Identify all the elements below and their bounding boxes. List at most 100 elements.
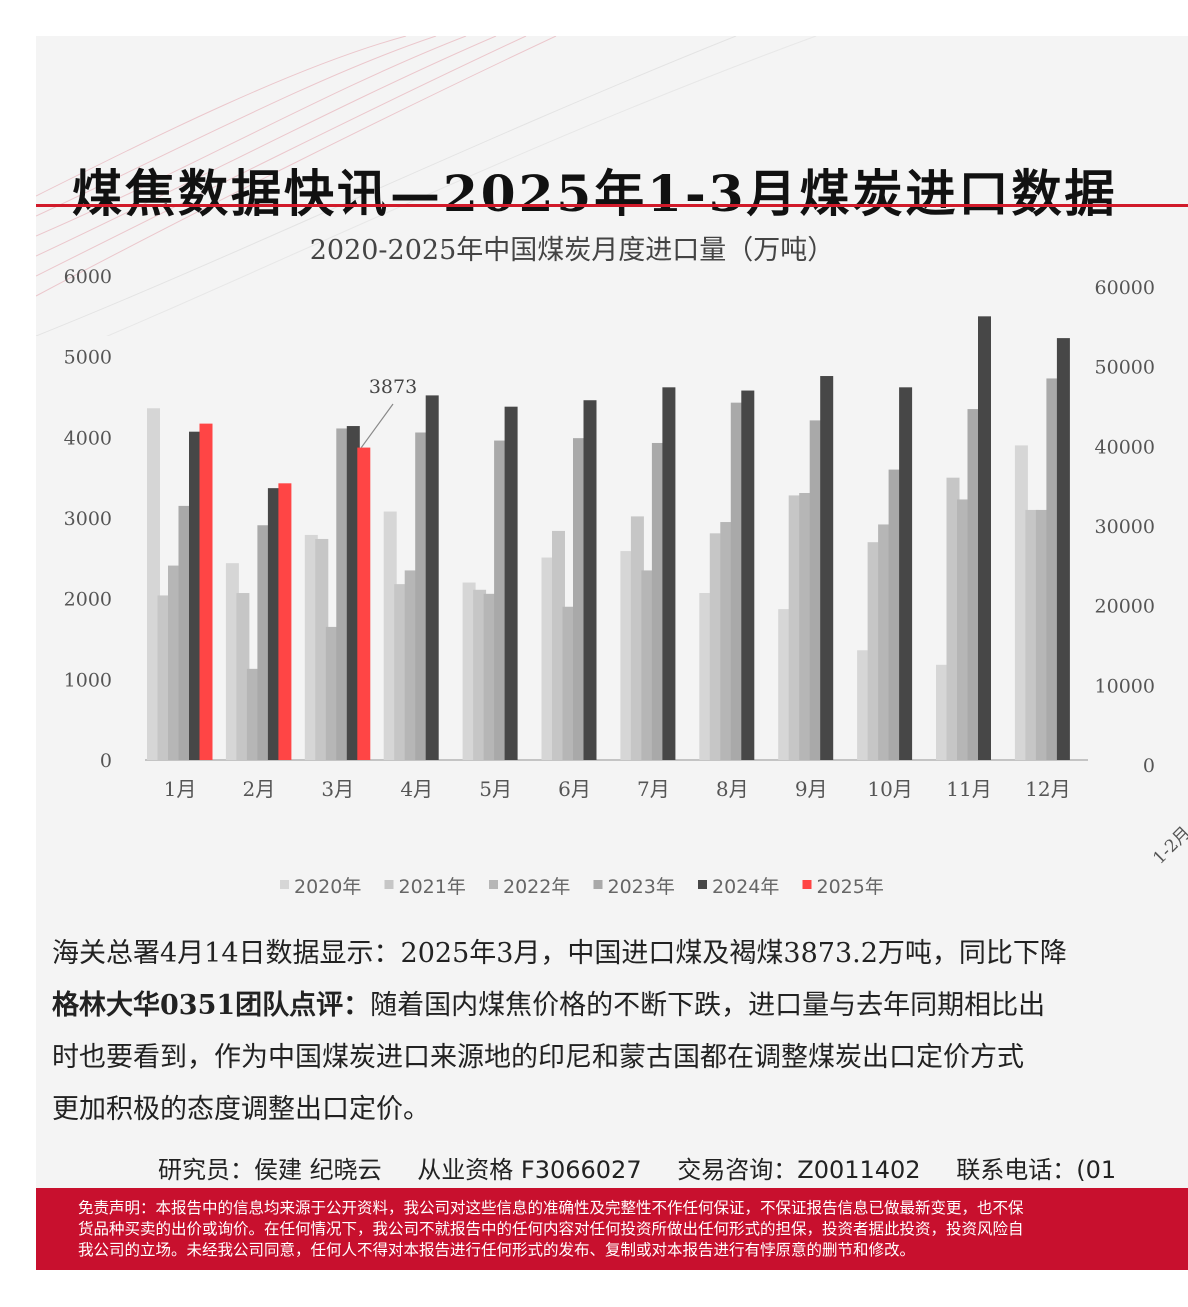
bar-2023年-5月 <box>494 440 508 760</box>
decorative-curves <box>36 36 817 336</box>
x-tick-label: 11月 <box>946 777 991 801</box>
bar-2022年-4月 <box>404 570 418 760</box>
bar-2024年-9月 <box>820 376 834 760</box>
phone: 联系电话：(01 <box>956 1156 1117 1184</box>
bar-2023年-9月 <box>809 420 823 760</box>
bar-2021年-12月 <box>1025 509 1039 760</box>
legend-swatch-2022年 <box>489 880 498 889</box>
bar-2024年-5月 <box>504 406 518 760</box>
y-tick-label: 0 <box>100 750 112 772</box>
bar-2025年-3月 <box>357 447 371 760</box>
y-tick-label: 5000 <box>64 347 112 369</box>
y2-tick-label: 40000 <box>1095 436 1155 458</box>
y-tick-label: 1000 <box>64 669 112 691</box>
comment-text: 随着国内煤焦价格的不断下跌，进口量与去年同期相比出 <box>370 990 1046 1021</box>
comment-line-1: 格林大华0351团队点评：随着国内煤焦价格的不断下跌，进口量与去年同期相比出 <box>52 980 1045 1032</box>
legend-swatch-2023年 <box>593 880 603 889</box>
y2-tick-label: 0 <box>1143 755 1155 777</box>
x-tick-label: 7月 <box>637 777 670 801</box>
legend-swatch-2020年 <box>280 880 289 889</box>
disclaimer-line: 免责声明：本报告中的信息均来源于公开资料，我公司对这些信息的准确性及完整性不作任… <box>78 1199 1024 1217</box>
y-tick-label: 4000 <box>64 427 112 449</box>
x-tick-label: 1月 <box>164 777 197 801</box>
summary-line-1: 海关总署4月14日数据显示：2025年3月，中国进口煤及褐煤3873.2万吨，同… <box>52 938 1067 969</box>
y2-category-label: 1-2月 <box>1149 823 1188 869</box>
legend-label: 2022年 <box>503 876 570 898</box>
bar-2020年-3月 <box>304 534 318 760</box>
bar-2020年-9月 <box>778 609 792 760</box>
comment-line-2: 时也要看到，作为中国煤炭进口来源地的印尼和蒙古国都在调整煤炭出口定价方式 <box>52 1042 1024 1073</box>
bar-2021年-8月 <box>709 533 723 760</box>
bar-2024年-7月 <box>662 387 676 760</box>
bar-2022年-11月 <box>957 499 970 760</box>
bar-2023年-2月 <box>257 525 271 760</box>
bar-2022年-8月 <box>720 522 734 760</box>
y2-tick-label: 50000 <box>1095 357 1155 379</box>
x-tick-label: 4月 <box>400 777 433 801</box>
bar-2022年-2月 <box>246 668 260 760</box>
bar-2023年-12月 <box>1046 378 1060 760</box>
bar-2020年-5月 <box>462 582 476 760</box>
bar-2020年-10月 <box>857 650 871 760</box>
x-tick-label: 2月 <box>243 777 276 801</box>
researchers: 研究员：侯建 纪晓云 <box>158 1156 382 1184</box>
legend-label: 2021年 <box>399 876 466 898</box>
bar-2024年-2月 <box>267 488 281 760</box>
bar-2022年-9月 <box>799 492 813 760</box>
bar-2023年-3月 <box>336 428 350 760</box>
disclaimer-footer: 免责声明：本报告中的信息均来源于公开资料，我公司对这些信息的准确性及完整性不作任… <box>36 1188 1188 1270</box>
legend-swatch-2024年 <box>698 880 707 889</box>
bar-2022年-3月 <box>325 626 339 760</box>
bar-2022年-5月 <box>483 593 497 760</box>
bar-2023年-8月 <box>730 402 744 760</box>
bar-2024年-3月 <box>346 426 360 760</box>
chart-title: 2020-2025年中国煤炭月度进口量（万吨） <box>310 235 835 266</box>
bar-2021年-4月 <box>394 584 408 760</box>
comment-line-3: 更加积极的态度调整出口定价。 <box>52 1094 430 1125</box>
bar-2021年-7月 <box>630 516 644 760</box>
bar-2022年-12月 <box>1035 509 1049 760</box>
bar-2024年-4月 <box>425 395 439 760</box>
y-tick-label: 2000 <box>64 589 112 611</box>
y2-tick-label: 20000 <box>1095 596 1155 618</box>
x-tick-label: 8月 <box>716 777 749 801</box>
bar-2020年-1月 <box>147 408 160 760</box>
bar-2025年-1月 <box>199 423 213 760</box>
bar-2022年-10月 <box>878 524 892 760</box>
x-tick-label: 3月 <box>321 777 354 801</box>
title-divider <box>36 204 1188 207</box>
bar-2025年-2月 <box>278 483 292 760</box>
y2-tick-label: 60000 <box>1095 277 1155 299</box>
data-label-leader <box>360 403 394 448</box>
bar-2023年-6月 <box>573 438 586 760</box>
coal-import-chart: 2020-2025年中国煤炭月度进口量（万吨） 0 1000 2000 3000 4000… <box>64 235 1188 898</box>
legend-label: 2023年 <box>608 876 675 898</box>
consult-number: 交易咨询：Z0011402 <box>677 1156 921 1184</box>
bar-2024年-1月 <box>189 431 202 760</box>
bar-2023年-10月 <box>888 469 902 760</box>
legend-label: 2025年 <box>817 876 884 898</box>
disclaimer-line: 货品种买卖的出价或询价。在任何情况下，我公司不就报告中的任何内容对任何投资所做出… <box>78 1220 1024 1238</box>
bar-2024年-10月 <box>899 387 913 760</box>
x-tick-label: 5月 <box>479 777 512 801</box>
x-tick-label: 10月 <box>867 777 912 801</box>
y2-tick-label: 10000 <box>1095 675 1155 697</box>
x-tick-label: 6月 <box>558 777 591 801</box>
bar-2020年-6月 <box>541 557 555 760</box>
bar-2024年-11月 <box>978 316 991 760</box>
bar-2020年-12月 <box>1014 445 1028 760</box>
bar-2020年-4月 <box>383 511 397 760</box>
bar-2021年-6月 <box>552 530 565 760</box>
report-title: 煤焦数据快讯—2025年1-3月煤炭进口数据 <box>72 164 1118 223</box>
bar-2021年-1月 <box>157 595 171 760</box>
bar-2021年-10月 <box>867 542 881 760</box>
comment-label: 格林大华0351团队点评： <box>52 990 371 1021</box>
bar-2024年-6月 <box>583 400 597 760</box>
bar-2023年-11月 <box>967 409 981 760</box>
legend-label: 2020年 <box>294 876 361 898</box>
bar-2021年-5月 <box>473 589 487 760</box>
data-label: 3873 <box>369 376 417 398</box>
license-number: 从业资格 F3066027 <box>417 1156 642 1184</box>
bar-2023年-4月 <box>415 432 429 760</box>
bar-2023年-1月 <box>178 505 192 760</box>
